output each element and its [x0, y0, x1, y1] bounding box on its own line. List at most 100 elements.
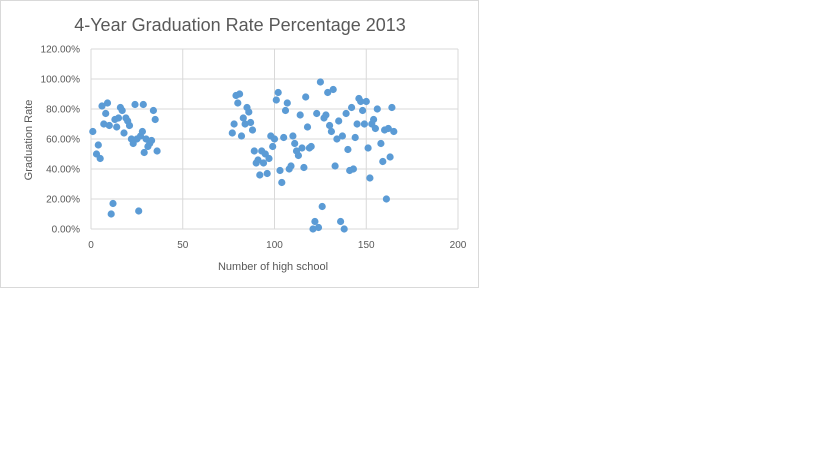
data-point — [386, 153, 394, 161]
data-point — [362, 97, 370, 106]
data-point — [278, 178, 286, 187]
data-point — [333, 135, 341, 143]
data-point — [302, 93, 310, 101]
data-point — [326, 121, 334, 130]
data-point — [294, 151, 302, 160]
data-point — [379, 157, 387, 166]
data-point — [276, 166, 284, 175]
data-point — [289, 132, 297, 140]
data-point — [337, 217, 345, 226]
data-point — [274, 88, 282, 97]
data-point — [360, 120, 368, 128]
data-point — [371, 124, 379, 133]
data-point — [113, 123, 121, 131]
data-point — [140, 148, 148, 157]
data-point — [270, 135, 279, 143]
y-tick-label: 40.00% — [46, 165, 80, 176]
data-point — [384, 124, 392, 133]
data-point — [329, 85, 337, 94]
data-point — [125, 121, 134, 130]
data-point — [366, 174, 374, 182]
data-point — [382, 195, 390, 203]
data-point — [364, 144, 372, 152]
y-tick-label: 20.00% — [46, 195, 80, 206]
data-point — [373, 105, 381, 113]
scatter-chart: 4-Year Graduation Rate Percentage 2013 0… — [23, 15, 467, 273]
data-point — [357, 97, 365, 106]
x-tick-label: 200 — [450, 240, 467, 251]
data-point — [259, 159, 268, 167]
data-point — [103, 99, 112, 107]
data-point — [245, 108, 253, 116]
data-point — [236, 90, 244, 98]
data-point — [138, 127, 146, 136]
data-point — [102, 109, 110, 118]
y-tick-labels: 0.00% 20.00% 40.00% 60.00% 80.00% 100.00% 120.… — [41, 45, 81, 236]
data-point — [265, 154, 273, 163]
data-point — [272, 96, 280, 104]
data-point — [340, 225, 348, 233]
data-point — [151, 115, 159, 124]
data-point — [327, 127, 335, 136]
data-point — [96, 154, 104, 163]
data-point — [280, 133, 288, 142]
data-point — [316, 78, 324, 86]
data-point — [120, 129, 128, 137]
data-point — [351, 133, 359, 142]
data-point — [322, 111, 330, 119]
data-point — [100, 120, 108, 128]
data-point — [139, 100, 147, 109]
y-tick-label: 60.00% — [46, 135, 80, 146]
data-point — [241, 120, 249, 128]
y-tick-label: 80.00% — [46, 105, 80, 116]
data-point — [300, 163, 308, 172]
data-point — [105, 121, 113, 130]
data-point — [114, 114, 123, 122]
data-point — [388, 103, 396, 112]
data-point — [313, 109, 321, 118]
y-tick-label: 0.00% — [52, 225, 80, 236]
y-axis-label: Graduation Rate — [23, 100, 35, 181]
data-point — [370, 115, 378, 124]
data-point — [250, 147, 258, 155]
data-point — [344, 145, 352, 154]
data-points — [89, 78, 398, 233]
data-point — [234, 99, 242, 107]
data-point — [309, 225, 317, 233]
data-point — [377, 139, 385, 148]
x-axis-label: Number of high school — [218, 261, 328, 273]
data-point — [331, 162, 339, 170]
data-point — [107, 210, 115, 218]
data-point — [247, 118, 255, 127]
data-point — [153, 147, 161, 155]
data-point — [311, 217, 319, 226]
x-tick-label: 50 — [177, 240, 189, 251]
data-point — [135, 207, 143, 215]
data-point — [335, 117, 343, 125]
data-point — [237, 132, 246, 140]
x-tick-labels: 0 50 100 150 200 — [88, 240, 467, 251]
data-point — [256, 171, 264, 179]
data-point — [291, 139, 299, 148]
data-point — [359, 106, 367, 115]
chart-frame: 4-Year Graduation Rate Percentage 2013 0… — [0, 0, 479, 288]
data-point — [353, 120, 361, 128]
data-point — [149, 106, 157, 115]
data-point — [283, 99, 291, 107]
data-point — [228, 129, 236, 137]
data-point — [338, 132, 346, 140]
y-tick-label: 100.00% — [41, 75, 81, 86]
data-point — [314, 223, 323, 232]
data-point — [263, 169, 271, 178]
x-tick-label: 0 — [88, 240, 94, 251]
data-point — [390, 127, 398, 136]
data-point — [298, 144, 306, 152]
y-tick-label: 120.00% — [41, 45, 81, 56]
data-point — [254, 156, 262, 164]
data-point — [131, 100, 139, 109]
data-point — [109, 199, 117, 208]
data-point — [248, 126, 257, 134]
data-point — [118, 106, 126, 115]
data-point — [348, 103, 356, 112]
data-point — [148, 136, 156, 145]
